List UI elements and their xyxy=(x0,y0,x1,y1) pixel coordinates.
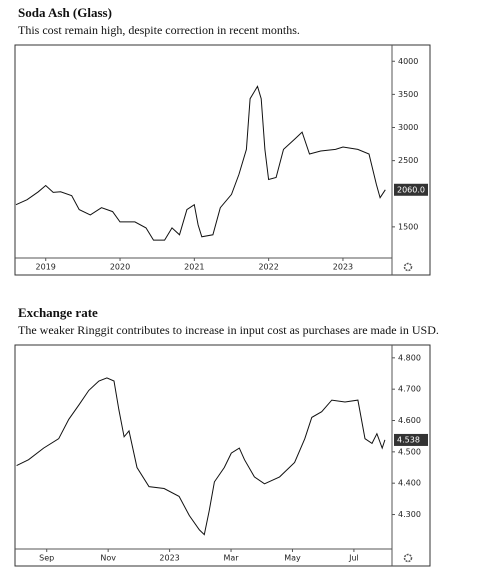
x-tick-label: 2019 xyxy=(36,263,56,272)
chart-subtitle: The weaker Ringgit contributes to increa… xyxy=(18,323,439,337)
chart-subtitle: This cost remain high, despite correctio… xyxy=(18,23,300,37)
y-tick-label: 4.600 xyxy=(398,416,421,425)
y-tick-label: 3000 xyxy=(398,123,418,132)
price-line xyxy=(16,377,386,536)
x-tick-label: May xyxy=(284,554,301,563)
last-value-box xyxy=(394,183,428,196)
chart-frame xyxy=(14,344,431,567)
x-tick-label: Sep xyxy=(39,554,54,563)
x-tick-label: Nov xyxy=(100,554,116,563)
x-tick-label: 2023 xyxy=(159,554,179,563)
chart-frame xyxy=(14,44,431,276)
x-tick-label: 2020 xyxy=(110,263,130,272)
y-tick-label: 4.800 xyxy=(398,353,421,362)
y-tick-label: 4.700 xyxy=(398,385,421,394)
y-tick-label: 4.400 xyxy=(398,479,421,488)
x-tick-label: Mar xyxy=(223,554,239,563)
settings-icon xyxy=(403,262,413,272)
y-tick-label: 4.300 xyxy=(398,510,421,519)
y-tick-label: 3500 xyxy=(398,90,418,99)
last-value-box xyxy=(394,433,428,446)
y-tick-label: 1500 xyxy=(398,222,418,231)
price-line xyxy=(15,85,386,241)
settings-icon xyxy=(403,553,413,563)
chart-title: Exchange rate xyxy=(18,305,98,320)
last-value-label: 4.538 xyxy=(397,435,420,444)
x-tick-label: 2022 xyxy=(258,263,278,272)
y-tick-label: 4.500 xyxy=(398,447,421,456)
x-tick-label: 2023 xyxy=(333,263,353,272)
chart-title: Soda Ash (Glass) xyxy=(18,5,112,20)
last-value-label: 2060.0 xyxy=(397,185,425,194)
y-tick-label: 4000 xyxy=(398,57,418,66)
y-tick-label: 2500 xyxy=(398,156,418,165)
x-tick-label: 2021 xyxy=(184,263,204,272)
x-tick-label: Jul xyxy=(348,554,359,563)
